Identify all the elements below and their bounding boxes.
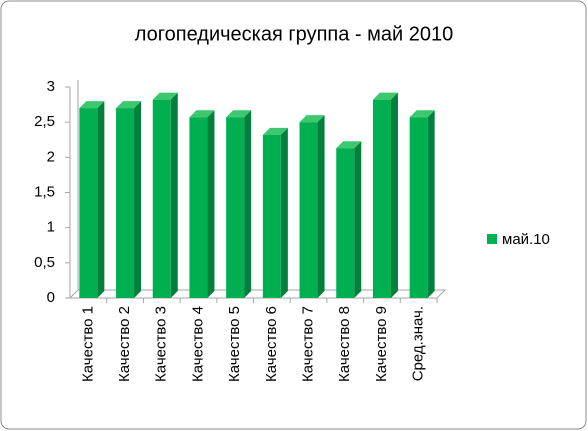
- bar-side: [134, 101, 142, 298]
- y-tick-label: 3: [47, 78, 55, 95]
- bar-top: [262, 127, 288, 135]
- y-tick-label: 1,5: [34, 183, 55, 200]
- bar-top: [299, 115, 325, 123]
- bar-side: [427, 110, 435, 298]
- bar-side: [390, 92, 398, 298]
- x-tick-label: Качество 2: [116, 306, 133, 382]
- legend-label: май.10: [502, 231, 550, 248]
- bar-top: [116, 101, 142, 109]
- bar-top: [189, 110, 215, 118]
- bar-side: [170, 92, 178, 298]
- bar: [299, 122, 318, 299]
- bar: [226, 117, 245, 298]
- bar: [189, 117, 208, 298]
- bar-top: [152, 92, 178, 100]
- bar-top: [79, 101, 105, 109]
- bar-top: [372, 92, 398, 100]
- bar: [336, 148, 355, 298]
- bar: [262, 134, 281, 298]
- y-tick-label: 2: [47, 148, 55, 165]
- bar: [372, 99, 391, 298]
- bar-side: [280, 127, 288, 299]
- y-tick-label: 1: [47, 219, 55, 236]
- y-tick-label: 0,5: [34, 254, 55, 271]
- bar-top: [226, 110, 252, 118]
- bar-top: [336, 141, 362, 149]
- x-tick-label: Качество 6: [263, 306, 280, 382]
- chart-title: логопедическая группа - май 2010: [135, 23, 453, 45]
- x-tick-label: Качество 7: [300, 306, 317, 382]
- x-tick-label: Качество 4: [189, 306, 206, 382]
- bar-side: [354, 141, 362, 298]
- x-tick-label: Сред.знач.: [410, 306, 427, 381]
- y-tick-label: 2,5: [34, 113, 55, 130]
- bar: [152, 99, 171, 298]
- bar: [409, 117, 428, 298]
- legend-swatch: [487, 234, 497, 244]
- x-tick-label: Качество 9: [373, 306, 390, 382]
- x-tick-label: Качество 3: [153, 306, 170, 382]
- x-tick-label: Качество 8: [336, 306, 353, 382]
- x-tick-label: Качество 5: [226, 306, 243, 382]
- bar-side: [207, 110, 215, 298]
- bar-side: [244, 110, 252, 298]
- bar-side: [317, 115, 325, 299]
- y-tick-label: 0: [47, 289, 55, 306]
- bar-top: [409, 110, 435, 118]
- bar: [79, 108, 98, 298]
- bar: [116, 108, 135, 298]
- bar-side: [97, 101, 105, 298]
- x-tick-label: Качество 1: [79, 306, 96, 382]
